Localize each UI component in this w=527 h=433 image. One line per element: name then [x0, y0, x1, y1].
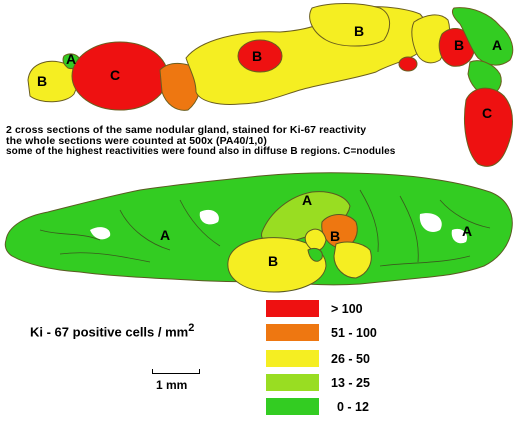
legend-label-26-50: 26 - 50 — [331, 352, 370, 366]
lower-orange-region — [321, 214, 358, 249]
legend-label-0-12: 0 - 12 — [337, 400, 369, 414]
lower-gap-2 — [419, 213, 442, 233]
scale-bar-tick-left — [152, 369, 153, 374]
lower-green-blob — [307, 247, 323, 262]
upper-b-right-red — [438, 28, 475, 67]
scale-bar-tick-right — [199, 369, 200, 374]
upper-c-right-nodule — [464, 87, 513, 167]
label-upper-b-top: B — [354, 23, 364, 39]
legend-title-superscript: 2 — [188, 322, 195, 334]
label-lower-a-center: A — [302, 192, 312, 208]
caption-line-3: some of the highest reactivities were fo… — [6, 146, 396, 157]
legend-label-gt-100: > 100 — [331, 302, 363, 316]
legend-label-51-100: 51 - 100 — [331, 326, 377, 340]
scale-bar-label: 1 mm — [156, 378, 188, 392]
label-upper-a-right: A — [492, 37, 502, 53]
upper-a-right-region — [451, 7, 514, 66]
legend-swatch-0-12 — [266, 398, 319, 415]
upper-green-strand — [467, 60, 502, 97]
lower-gap-1 — [90, 227, 111, 240]
lower-section — [4, 172, 513, 293]
caption-line-1: 2 cross sections of the same nodular gla… — [6, 124, 367, 136]
upper-yellow-band — [185, 6, 427, 105]
label-upper-c-right: C — [482, 105, 492, 121]
legend-title: Ki - 67 positive cells / mm2 — [30, 322, 194, 339]
legend-swatch-13-25 — [266, 374, 319, 391]
lower-lobule-lines — [39, 189, 491, 267]
legend-label-13-25: 13 - 25 — [331, 376, 370, 390]
label-upper-c-left: C — [110, 67, 120, 83]
lower-green-body — [4, 172, 513, 286]
legend-swatch-26-50 — [266, 350, 319, 367]
lower-yellow-right-lobe — [333, 241, 372, 279]
upper-labels: B A C B B B A C — [37, 23, 502, 121]
label-upper-b-left: B — [37, 73, 47, 89]
legend-title-text: Ki - 67 positive cells / mm — [30, 324, 189, 340]
scale-bar — [152, 373, 200, 374]
upper-b-center-red — [237, 39, 283, 73]
label-upper-a-left: A — [66, 51, 76, 67]
label-upper-b-center: B — [252, 48, 262, 64]
label-lower-a-left: A — [160, 227, 170, 243]
upper-section — [27, 3, 514, 167]
caption-line-2: the whole sections were counted at 500x … — [6, 135, 267, 147]
lower-gap-4 — [199, 209, 219, 225]
legend-swatch-gt-100 — [266, 300, 319, 317]
label-lower-b-nodule: B — [268, 253, 278, 269]
upper-b-top-region — [309, 3, 390, 47]
lower-labels: A A B B A — [160, 192, 472, 269]
legend-swatch-51-100 — [266, 324, 319, 341]
lower-b-nodule — [227, 237, 327, 293]
upper-small-red — [398, 56, 418, 72]
label-lower-a-right: A — [462, 223, 472, 239]
label-upper-b-right: B — [454, 37, 464, 53]
label-lower-b-small: B — [330, 228, 340, 244]
lower-gap-3 — [451, 228, 468, 244]
